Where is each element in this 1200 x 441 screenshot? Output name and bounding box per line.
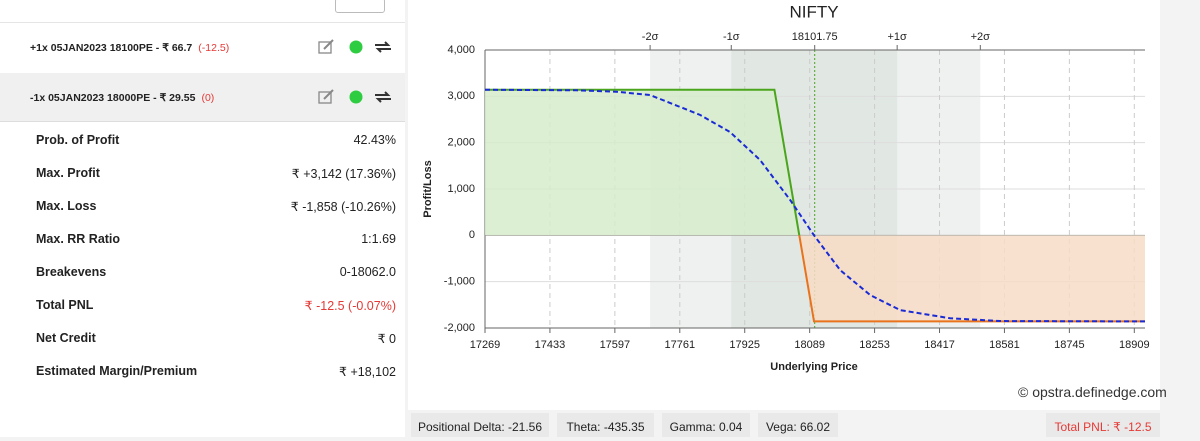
y-axis-label: Profit/Loss: [422, 160, 434, 217]
x-tick-label: 17925: [729, 339, 760, 351]
stat-value: 1:1.69: [361, 232, 396, 246]
x-tick-label: 17269: [470, 339, 501, 351]
loss-area: [799, 235, 1145, 322]
total-pnl: Total PNL: ₹ -12.5: [1046, 413, 1160, 437]
line: [484, 88, 1146, 323]
greek-box: Gamma: 0.04: [662, 413, 750, 437]
y-tick-label: 1,000: [447, 183, 475, 195]
edit-pen: [323, 39, 334, 50]
stat-row: Max. Profit ₹ +3,142 (17.36%): [36, 166, 396, 181]
edit-icon[interactable]: [318, 91, 332, 104]
greek-box: Positional Delta: -21.56: [411, 413, 549, 437]
x-tick-label: 18089: [794, 339, 825, 351]
position-row: -1x 05JAN2023 18000PE - ₹ 29.55 (0): [0, 73, 405, 121]
y-tick-label: -2,000: [444, 322, 475, 334]
stat-value: ₹ +18,102: [339, 365, 396, 379]
status-dot[interactable]: [349, 40, 363, 54]
stat-row: Estimated Margin/Premium ₹ +18,102: [36, 364, 396, 379]
sigma-tick-label: +1σ: [887, 31, 907, 43]
position-row: +1x 05JAN2023 18100PE - ₹ 66.7 (-12.5): [0, 23, 405, 71]
stat-label: Net Credit: [36, 331, 96, 345]
divider: [0, 121, 405, 122]
edit-pen: [323, 89, 334, 100]
stat-value: ₹ -12.5 (-0.07%): [304, 299, 396, 313]
profit-area: [485, 89, 1145, 236]
y-tick-label: 2,000: [447, 137, 475, 149]
stat-label: Max. RR Ratio: [36, 232, 121, 246]
stat-label: Max. Loss: [36, 199, 97, 213]
stat-value: 0-18062.0: [339, 265, 396, 279]
swap-icon[interactable]: [375, 91, 391, 103]
stat-row: Max. Loss ₹ -1,858 (-10.26%): [36, 199, 396, 214]
x-tick-label: 17761: [664, 339, 695, 351]
swap-icon[interactable]: [375, 41, 391, 53]
edit-icon[interactable]: [318, 41, 332, 54]
divider: [0, 22, 405, 23]
status-dot[interactable]: [349, 90, 363, 104]
x-tick-label: 18417: [924, 339, 955, 351]
stat-value: 42.43%: [353, 133, 396, 147]
x-tick-label: 17433: [535, 339, 566, 351]
position-change: (-12.5): [198, 42, 230, 54]
row-icons: [318, 39, 391, 54]
position-label: +1x 05JAN2023 18100PE - ₹ 66.7 (-12.5): [30, 42, 230, 54]
sigma-tick-label: +2σ: [971, 31, 991, 43]
stat-value: ₹ +3,142 (17.36%): [291, 167, 396, 181]
y-tick-label: 0: [469, 229, 475, 241]
y-tick-label: 3,000: [447, 90, 475, 102]
y-tick-label: 4,000: [447, 44, 475, 56]
position-label: -1x 05JAN2023 18000PE - ₹ 29.55 (0): [30, 92, 215, 104]
stat-row: Breakevens 0-18062.0: [36, 265, 396, 279]
x-tick-label: 18909: [1119, 339, 1150, 351]
chart: NIFTY Underlying Price Profit/Loss -2,00…: [408, 0, 1160, 410]
left-panel: +1x 05JAN2023 18100PE - ₹ 66.7 (-12.5) -1x…: [0, 0, 405, 437]
copyright: © opstra.definedge.com: [1018, 384, 1167, 400]
stat-label: Breakevens: [36, 265, 107, 279]
x-axis-label: Underlying Price: [770, 361, 857, 373]
x-tick-label: 18581: [989, 339, 1020, 351]
x-tick-label: 18253: [859, 339, 890, 351]
greek-box: Vega: 66.02: [758, 413, 838, 437]
button[interactable]: [335, 0, 385, 13]
y-tick-label: -1,000: [444, 276, 475, 288]
profit-line: [485, 88, 801, 236]
stat-row: Max. RR Ratio 1:1.69: [36, 232, 396, 246]
x-tick-label: 17597: [600, 339, 631, 351]
position-change: (0): [201, 92, 215, 104]
stat-label: Prob. of Profit: [36, 133, 120, 147]
loss-line: [798, 235, 1145, 323]
stat-value: ₹ -1,858 (-10.26%): [290, 200, 396, 214]
sigma-tick-label: -1σ: [723, 31, 740, 43]
stat-label: Max. Profit: [36, 166, 100, 180]
sigma-tick-label: 18101.75: [792, 31, 838, 43]
stat-value: ₹ 0: [377, 332, 396, 346]
greek-box: Theta: -435.35: [557, 413, 654, 437]
stat-row: Prob. of Profit 42.43%: [36, 133, 396, 147]
x-tick-label: 18745: [1054, 339, 1085, 351]
sigma-tick-label: -2σ: [642, 31, 659, 43]
row-icons: [318, 89, 391, 104]
stat-row: Total PNL ₹ -12.5 (-0.07%): [36, 298, 396, 313]
chart-title: NIFTY: [789, 2, 838, 21]
stat-row: Net Credit ₹ 0: [36, 331, 396, 346]
stat-label: Total PNL: [36, 298, 94, 312]
stat-label: Estimated Margin/Premium: [36, 364, 198, 378]
